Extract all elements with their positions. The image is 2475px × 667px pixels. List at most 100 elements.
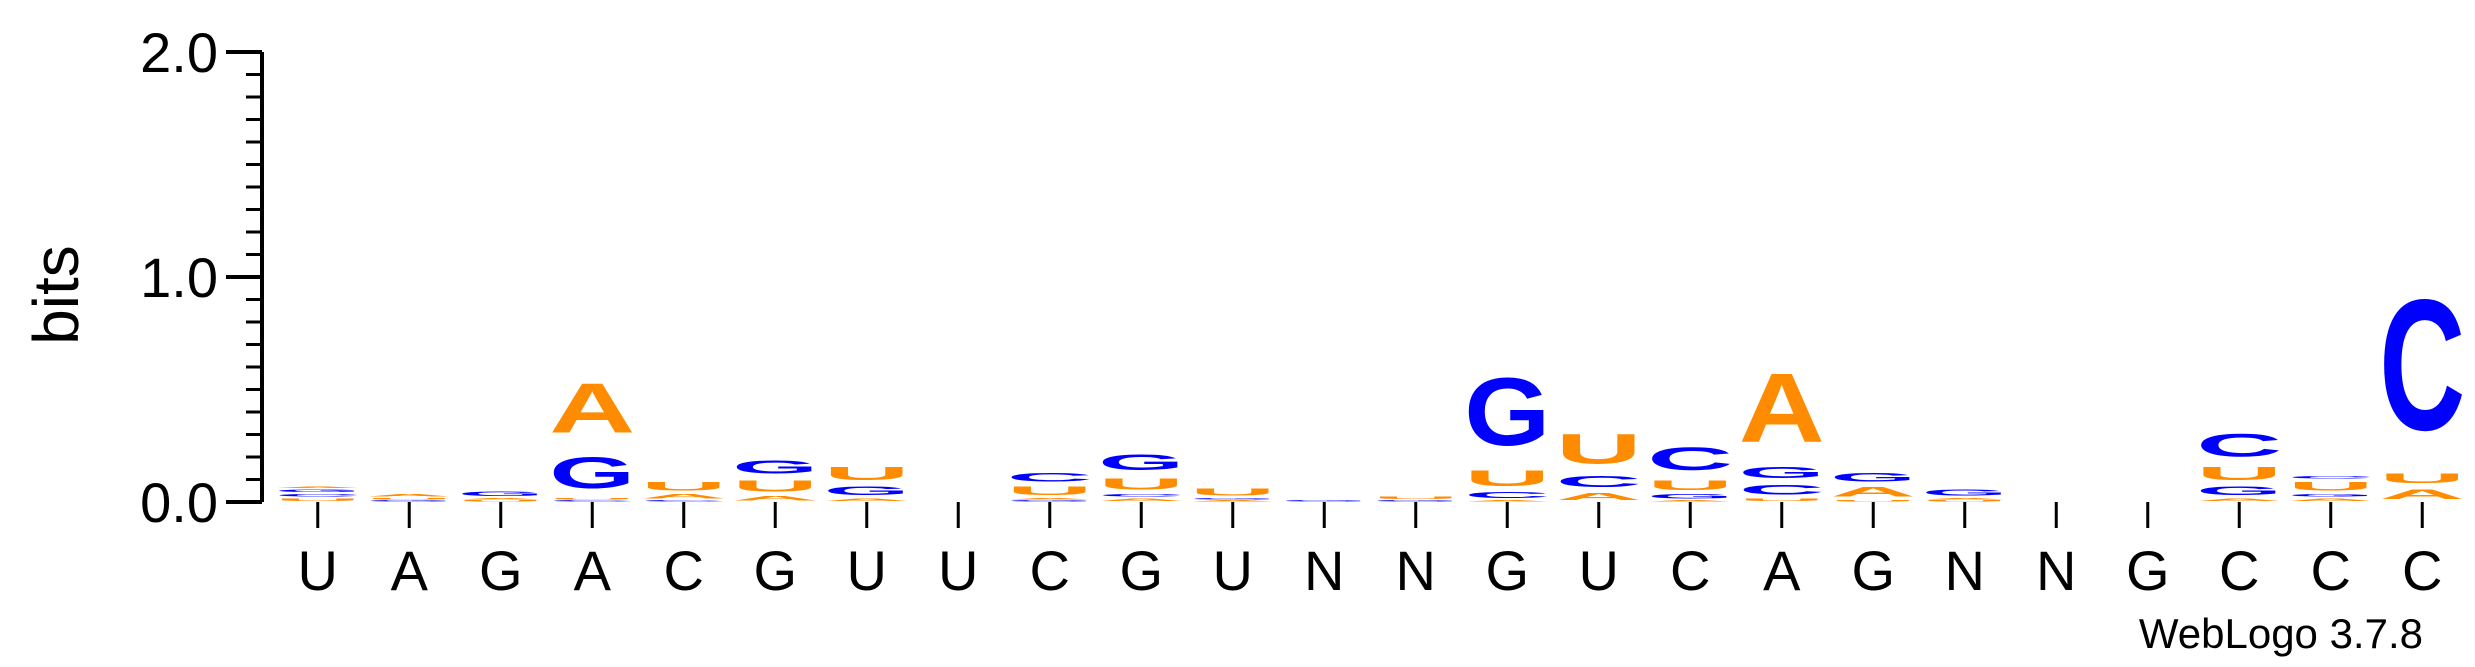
x-tick-label: G <box>1485 539 1529 602</box>
logo-letter-C: C <box>549 500 635 502</box>
y-tick-label: 2.0 <box>140 21 218 84</box>
y-tick-label: 0.0 <box>140 471 218 534</box>
logo-letter-U: U <box>1647 477 1733 493</box>
logo-letter-A: A <box>1922 497 2008 499</box>
logo-letter-U: U <box>1830 500 1916 502</box>
x-tick-label: N <box>1945 539 1985 602</box>
logo-letter-A: A <box>732 495 818 502</box>
logo-letter-U: U <box>641 479 727 493</box>
logo-letter-U: U <box>549 497 635 499</box>
x-tick-label: A <box>391 539 429 602</box>
weblogo-credit: WebLogo 3.7.8 <box>2139 610 2423 657</box>
stack-position-24: AUC <box>2379 261 2465 502</box>
stack-position-18: UAG <box>1830 470 1916 502</box>
logo-letter-A: A <box>458 497 544 499</box>
logo-letter-G: G <box>458 491 544 498</box>
logo-letter-G: G <box>2288 493 2374 498</box>
x-tick-label: C <box>2311 539 2351 602</box>
logo-letter-C: C <box>1098 493 1184 497</box>
logo-letter-A: A <box>824 497 910 501</box>
logo-letter-A: A <box>1739 354 1825 464</box>
logo-letter-A: A <box>549 369 635 448</box>
logo-letter-A: A <box>641 493 727 500</box>
x-tick-label: G <box>1851 539 1895 602</box>
logo-letter-A: A <box>275 486 361 488</box>
logo-letter-G: G <box>824 484 910 497</box>
logo-letter-U: U <box>1098 475 1184 493</box>
x-tick-label: C <box>1670 539 1710 602</box>
x-tick-label: G <box>753 539 797 602</box>
logo-letter-G: G <box>1464 357 1550 465</box>
x-tick-label: A <box>574 539 612 602</box>
logo-letter-C: C <box>1556 473 1642 491</box>
stack-position-7: AGU <box>824 464 910 502</box>
stack-position-3: UAG <box>458 491 544 502</box>
x-tick-label: C <box>664 539 704 602</box>
x-tick-label: U <box>938 539 978 602</box>
x-tick-label: U <box>1579 539 1619 602</box>
logo-letter-A: A <box>2379 486 2465 502</box>
logo-letter-U: U <box>458 500 544 502</box>
x-tick-label: U <box>1213 539 1253 602</box>
logo-letter-C: C <box>2196 428 2282 464</box>
logo-letter-U: U <box>1464 466 1550 491</box>
x-tick-label: G <box>2126 539 2170 602</box>
logo-letter-U: U <box>1373 495 1459 499</box>
logo-letter-A: A <box>2288 497 2374 501</box>
logo-letter-A: A <box>1556 491 1642 502</box>
logo-letter-G: G <box>1007 500 1093 502</box>
x-tick-label: N <box>1396 539 1436 602</box>
logo-letter-A: A <box>1830 484 1916 500</box>
stack-position-15: ACU <box>1556 425 1642 502</box>
x-tick-label: N <box>2036 539 2076 602</box>
logo-letter-U: U <box>824 464 910 484</box>
stack-position-11: AGU <box>1190 486 1276 502</box>
x-tick-label: G <box>479 539 523 602</box>
logo-letter-C: C <box>1739 482 1825 498</box>
logo-letter-G: G <box>549 448 635 497</box>
x-tick-label: A <box>1763 539 1801 602</box>
logo-letter-U: U <box>366 497 452 499</box>
x-tick-label: U <box>298 539 338 602</box>
stack-position-12: G <box>1281 500 1367 502</box>
logo-letter-C: C <box>1647 441 1733 477</box>
y-tick-label: 1.0 <box>140 246 218 309</box>
x-tick-label: G <box>1119 539 1163 602</box>
x-tick-label: C <box>1030 539 1070 602</box>
logo-letter-G: G <box>1190 497 1276 499</box>
logo-letter-U: U <box>1922 500 2008 502</box>
stack-position-13: GU <box>1373 495 1459 502</box>
logo-letter-G: G <box>275 488 361 493</box>
logo-letter-C: C <box>1464 491 1550 500</box>
logo-letter-G: G <box>1281 500 1367 502</box>
logo-letter-A: A <box>1647 500 1733 502</box>
x-tick-label: C <box>2219 539 2259 602</box>
logo-letter-C: C <box>2288 475 2374 479</box>
stack-position-19: UAG <box>1922 488 2008 502</box>
stack-position-5: CAU <box>641 479 727 502</box>
logo-letter-U: U <box>275 497 361 501</box>
x-tick-label: C <box>2402 539 2442 602</box>
logo-letter-U: U <box>1739 497 1825 501</box>
logo-letter-A: A <box>2196 497 2282 501</box>
logo-letter-C: C <box>2379 261 2465 470</box>
logo-letter-U: U <box>2288 479 2374 493</box>
logo-letter-G: G <box>1830 470 1916 483</box>
logo-letter-U: U <box>2196 464 2282 484</box>
logo-letter-G: G <box>1373 500 1459 502</box>
logo-letter-G: G <box>1647 493 1733 500</box>
logo-letter-G: G <box>1922 488 2008 497</box>
y-axis-label: bits <box>20 245 92 345</box>
logo-letter-A: A <box>1007 497 1093 499</box>
logo-letter-A: A <box>1098 497 1184 501</box>
logo-letter-A: A <box>1464 500 1550 502</box>
y-axis: 0.0 1.0 2.0 <box>140 21 264 534</box>
